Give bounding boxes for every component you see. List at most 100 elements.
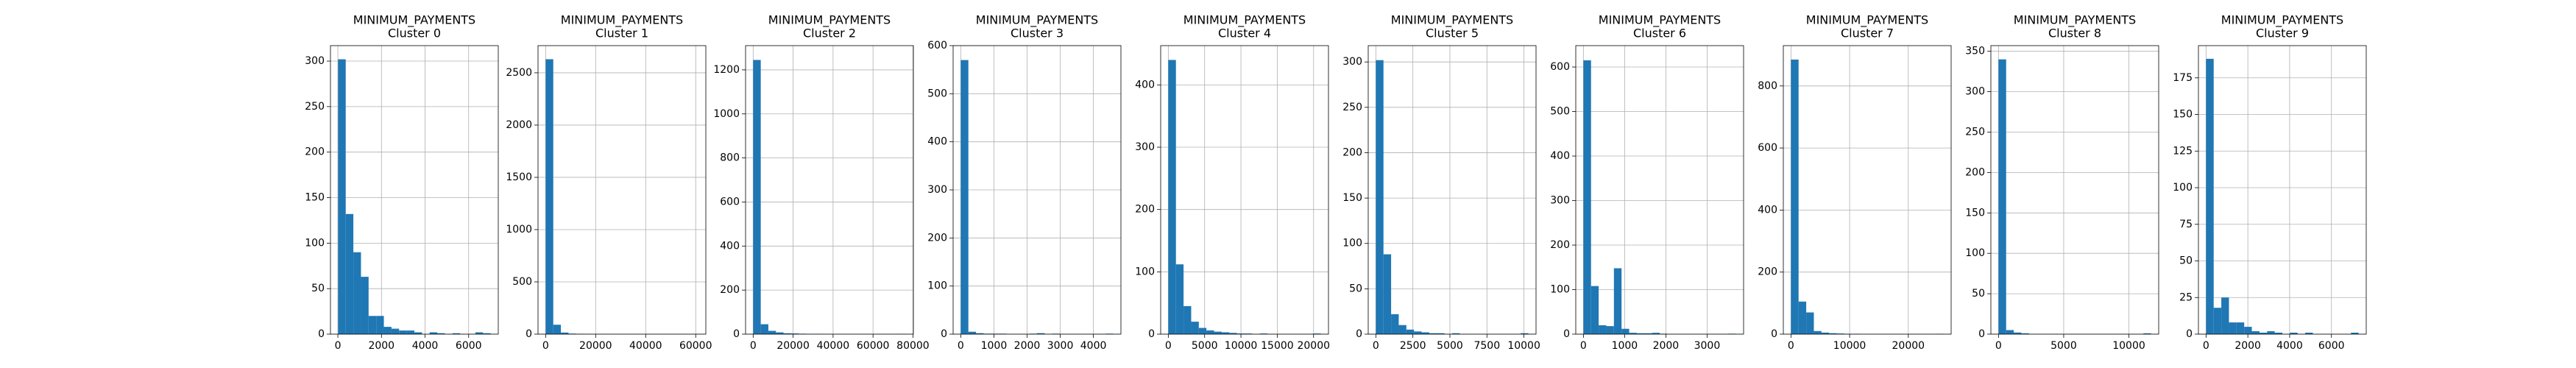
y-tick-label: 50 <box>1349 283 1362 294</box>
x-tick-label: 10000 <box>1833 340 1866 352</box>
y-tick-label: 600 <box>927 40 947 52</box>
chart-subtitle: Cluster 4 <box>1218 26 1271 40</box>
bar <box>1259 333 1268 334</box>
x-tick-label: 5000 <box>2050 340 2077 352</box>
x-tick-label: 0 <box>335 340 342 352</box>
y-tick-label: 300 <box>1550 195 1570 207</box>
bar <box>1829 333 1837 334</box>
x-tick-label: 0 <box>1788 340 1794 352</box>
y-tick-label: 0 <box>1978 328 1985 340</box>
y-tick-label: 100 <box>1550 284 1570 296</box>
y-tick-label: 0 <box>318 328 325 340</box>
y-tick-label: 150 <box>2173 109 2193 121</box>
bar <box>1814 330 1822 334</box>
x-tick-label: 0 <box>1580 340 1587 352</box>
y-tick-label: 0 <box>1771 328 1777 340</box>
bar <box>1168 60 1176 335</box>
y-tick-label: 800 <box>720 152 740 164</box>
y-tick-label: 150 <box>1965 207 1985 219</box>
bar <box>452 333 461 334</box>
bar <box>338 59 346 335</box>
bar <box>1376 60 1384 334</box>
bar <box>1221 332 1230 334</box>
y-tick-label: 600 <box>720 196 740 208</box>
bar <box>553 325 562 334</box>
y-tick-label: 1200 <box>713 64 740 76</box>
axes-frame <box>1990 45 2159 335</box>
x-tick-label: 1000 <box>1612 340 1638 352</box>
x-tick-label: 3000 <box>1694 340 1721 352</box>
bar <box>1621 328 1630 334</box>
x-tick-label: 60000 <box>857 340 890 352</box>
y-tick-label: 200 <box>305 146 325 158</box>
bar <box>1613 268 1622 334</box>
bar <box>353 252 361 334</box>
x-tick-label: 3000 <box>1047 340 1074 352</box>
bar <box>2259 333 2268 334</box>
x-tick-label: 4000 <box>412 340 439 352</box>
y-tick-label: 1000 <box>506 224 532 236</box>
chart-title: MINIMUM_PAYMENTS <box>2014 13 2136 28</box>
bar <box>1206 330 1214 334</box>
bar <box>1229 333 1237 334</box>
y-tick-label: 100 <box>1135 266 1155 277</box>
x-tick-label: 2000 <box>1653 340 1680 352</box>
y-tick-label: 400 <box>1550 150 1570 162</box>
axes-frame <box>2198 45 2367 335</box>
bar <box>1191 322 1199 334</box>
x-tick-label: 15000 <box>1261 340 1294 352</box>
y-tick-label: 2500 <box>506 67 532 79</box>
y-tick-label: 0 <box>2186 328 2193 340</box>
bar <box>429 332 438 334</box>
bar <box>2206 58 2214 334</box>
x-tick-label: 0 <box>1165 340 1172 352</box>
bar <box>475 332 484 334</box>
x-tick-label: 0 <box>1995 340 2002 352</box>
y-tick-label: 250 <box>305 101 325 113</box>
bar <box>976 333 984 334</box>
chart-subtitle: Cluster 7 <box>1841 26 1894 40</box>
bar <box>2351 333 2359 334</box>
bar <box>561 332 569 334</box>
x-tick-label: 6000 <box>456 340 482 352</box>
bar <box>1652 333 1660 334</box>
x-tick-label: 10000 <box>2112 340 2145 352</box>
axes-frame <box>537 45 707 335</box>
y-tick-label: 200 <box>1342 146 1362 158</box>
x-tick-label: 7500 <box>1473 340 1500 352</box>
y-tick-label: 500 <box>1550 106 1570 118</box>
y-tick-label: 350 <box>1965 46 1985 57</box>
y-tick-label: 0 <box>526 328 532 340</box>
y-tick-label: 0 <box>1356 328 1362 340</box>
bar <box>406 330 414 334</box>
y-tick-label: 175 <box>2173 72 2193 84</box>
bar <box>1583 60 1591 335</box>
y-tick-label: 300 <box>1135 141 1155 153</box>
y-tick-label: 300 <box>1965 86 1985 98</box>
bar <box>1313 333 1321 334</box>
bar <box>1821 332 1830 334</box>
y-tick-label: 600 <box>1550 61 1570 73</box>
y-tick-label: 200 <box>1135 204 1155 216</box>
bar <box>1037 333 1045 334</box>
y-tick-label: 50 <box>1972 288 1985 300</box>
bar <box>414 332 422 334</box>
x-tick-label: 60000 <box>679 340 712 352</box>
x-tick-label: 4000 <box>1080 340 1107 352</box>
y-tick-label: 300 <box>305 55 325 67</box>
x-tick-label: 5000 <box>1437 340 1463 352</box>
y-tick-label: 0 <box>733 328 740 340</box>
chart-subtitle: Cluster 6 <box>1633 26 1686 40</box>
y-tick-label: 0 <box>941 328 947 340</box>
y-tick-label: 125 <box>2173 145 2193 157</box>
bar <box>776 332 784 334</box>
x-tick-label: 40000 <box>817 340 850 352</box>
bar <box>376 316 384 334</box>
bar <box>968 331 977 334</box>
y-tick-label: 50 <box>311 283 325 294</box>
x-tick-label: 20000 <box>776 340 810 352</box>
axes-frame <box>1575 45 1744 335</box>
chart-subtitle: Cluster 3 <box>1011 26 1064 40</box>
y-tick-label: 400 <box>1758 204 1777 216</box>
